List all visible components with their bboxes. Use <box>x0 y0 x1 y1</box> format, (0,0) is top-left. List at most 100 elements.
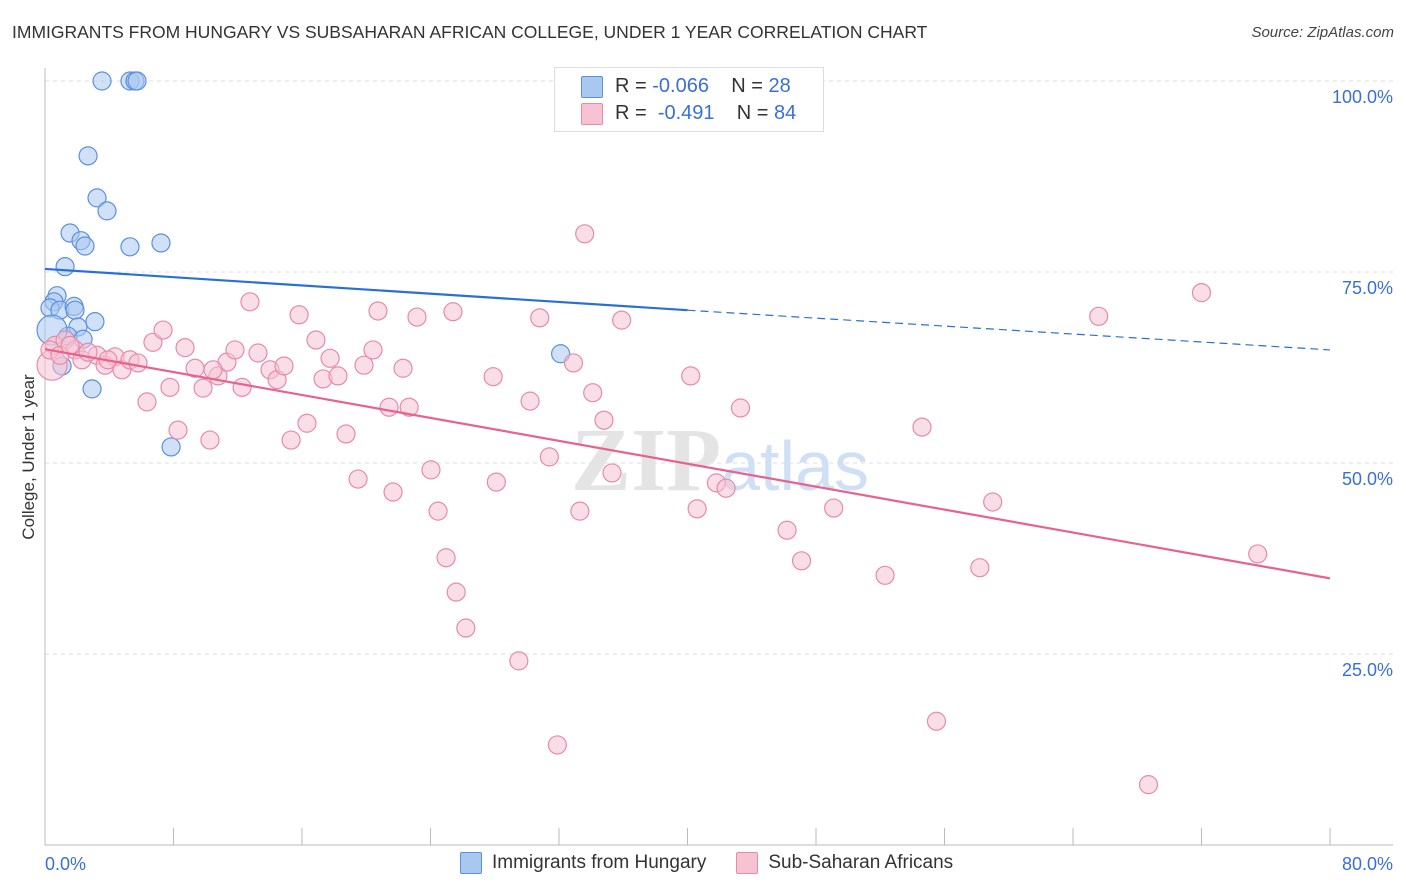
subsaharan-point <box>730 398 751 418</box>
pink-swatch-icon <box>581 102 603 125</box>
subsaharan-point <box>274 356 294 376</box>
subsaharan-point <box>575 224 595 244</box>
subsaharan-point <box>379 397 399 417</box>
subsaharan-point <box>926 711 947 731</box>
subsaharan-point <box>175 338 195 358</box>
y-tick-label: 75.0% <box>1342 278 1393 298</box>
subsaharan-point <box>203 360 223 380</box>
subsaharan-point <box>193 378 213 398</box>
pink-swatch-icon <box>736 852 759 874</box>
subsaharan-point <box>137 392 157 412</box>
subsaharan-point <box>328 366 348 386</box>
legend-item-subsaharan: Sub-Saharan Africans <box>736 852 953 874</box>
subsaharan-point <box>399 397 419 417</box>
subsaharan-point <box>547 735 567 755</box>
n-value: 28 <box>768 75 791 97</box>
legend-label: Sub-Saharan Africans <box>768 852 954 873</box>
subsaharan-point <box>1248 544 1268 564</box>
subsaharan-point <box>687 499 707 519</box>
hungary-point <box>120 237 140 257</box>
subsaharan-point <box>128 353 148 373</box>
n-label: N = <box>731 75 763 97</box>
subsaharan-point <box>393 358 413 378</box>
subsaharan-point <box>970 558 990 578</box>
subsaharan-point <box>681 366 701 386</box>
hungary-point <box>82 379 102 399</box>
subsaharan-point <box>509 651 529 671</box>
watermark: ZIPatlas <box>571 411 869 510</box>
series-legend: Immigrants from Hungary Sub-Saharan Afri… <box>460 852 983 874</box>
hungary-point <box>127 71 147 91</box>
r-value: -0.491 <box>657 102 715 124</box>
subsaharan-point <box>443 302 463 322</box>
blue-swatch-icon <box>460 852 482 874</box>
r-label: R = <box>615 75 647 97</box>
subsaharan-point <box>336 424 356 444</box>
hungary-point <box>75 236 95 256</box>
hungary-point <box>85 312 105 332</box>
correlation-legend: R = -0.066 N = 28 R = -0.491 N = 84 <box>554 67 824 132</box>
subsaharan-point <box>456 618 476 638</box>
subsaharan-point <box>297 413 317 433</box>
subsaharan-point <box>446 582 466 602</box>
subsaharan-point <box>791 551 812 571</box>
subsaharan-point <box>200 430 220 450</box>
legend-row-hungary: R = -0.066 N = 28 <box>581 75 791 98</box>
x-tick-label: 80.0% <box>1342 854 1393 874</box>
n-label: N = <box>736 102 769 124</box>
subsaharan-point <box>368 301 388 321</box>
subsaharan-point <box>289 305 309 325</box>
subsaharan-point <box>281 430 301 450</box>
y-tick-label: 25.0% <box>1342 660 1393 680</box>
subsaharan-point <box>1138 775 1159 795</box>
n-value: 84 <box>774 102 797 124</box>
subsaharan-point <box>153 320 173 340</box>
subsaharan-point <box>1089 306 1109 326</box>
subsaharan-point <box>428 501 448 521</box>
subsaharan-point <box>421 460 441 480</box>
blue-swatch-icon <box>581 75 603 98</box>
y-tick-label: 50.0% <box>1342 469 1393 489</box>
hungary-point <box>87 188 107 208</box>
legend-label: Immigrants from Hungary <box>492 852 707 873</box>
hungary-point <box>161 437 181 457</box>
hungary-point <box>78 146 98 166</box>
hungary-point <box>151 233 171 253</box>
subsaharan-point <box>912 417 932 437</box>
chart-title: IMMIGRANTS FROM HUNGARY VS SUBSAHARAN AF… <box>12 22 928 42</box>
subsaharan-point <box>354 355 374 375</box>
subsaharan-point <box>306 330 326 350</box>
y-tick-label: 100.0% <box>1332 87 1393 107</box>
hungary-point <box>55 257 75 277</box>
x-tick-label: 0.0% <box>45 854 86 874</box>
subsaharan-point <box>383 482 403 502</box>
hungary-point <box>97 201 117 221</box>
subsaharan-point <box>240 292 260 312</box>
legend-item-hungary: Immigrants from Hungary <box>460 852 706 874</box>
subsaharan-point <box>348 469 368 489</box>
source-label: Source: ZipAtlas.com <box>1251 24 1394 41</box>
hungary-trend-line <box>44 267 688 312</box>
subsaharan-point <box>436 548 456 568</box>
subsaharan-point <box>248 343 268 363</box>
subsaharan-point <box>716 478 736 498</box>
subsaharan-point <box>486 472 506 492</box>
subsaharan-point <box>824 498 844 518</box>
r-label: R = <box>615 102 647 124</box>
subsaharan-point <box>594 410 614 430</box>
subsaharan-point <box>777 520 797 540</box>
subsaharan-point <box>160 377 180 397</box>
subsaharan-point <box>520 391 540 411</box>
subsaharan-point <box>563 353 584 373</box>
subsaharan-point <box>407 307 427 327</box>
hungary-point <box>65 300 85 320</box>
subsaharan-point <box>602 463 622 483</box>
r-value: -0.066 <box>652 75 709 97</box>
legend-row-subsaharan: R = -0.491 N = 84 <box>581 102 796 125</box>
subsaharan-trend-line <box>44 348 1331 580</box>
hungary-point <box>92 71 112 91</box>
subsaharan-point <box>1191 283 1212 303</box>
hungary-trend-extension <box>687 309 1331 351</box>
